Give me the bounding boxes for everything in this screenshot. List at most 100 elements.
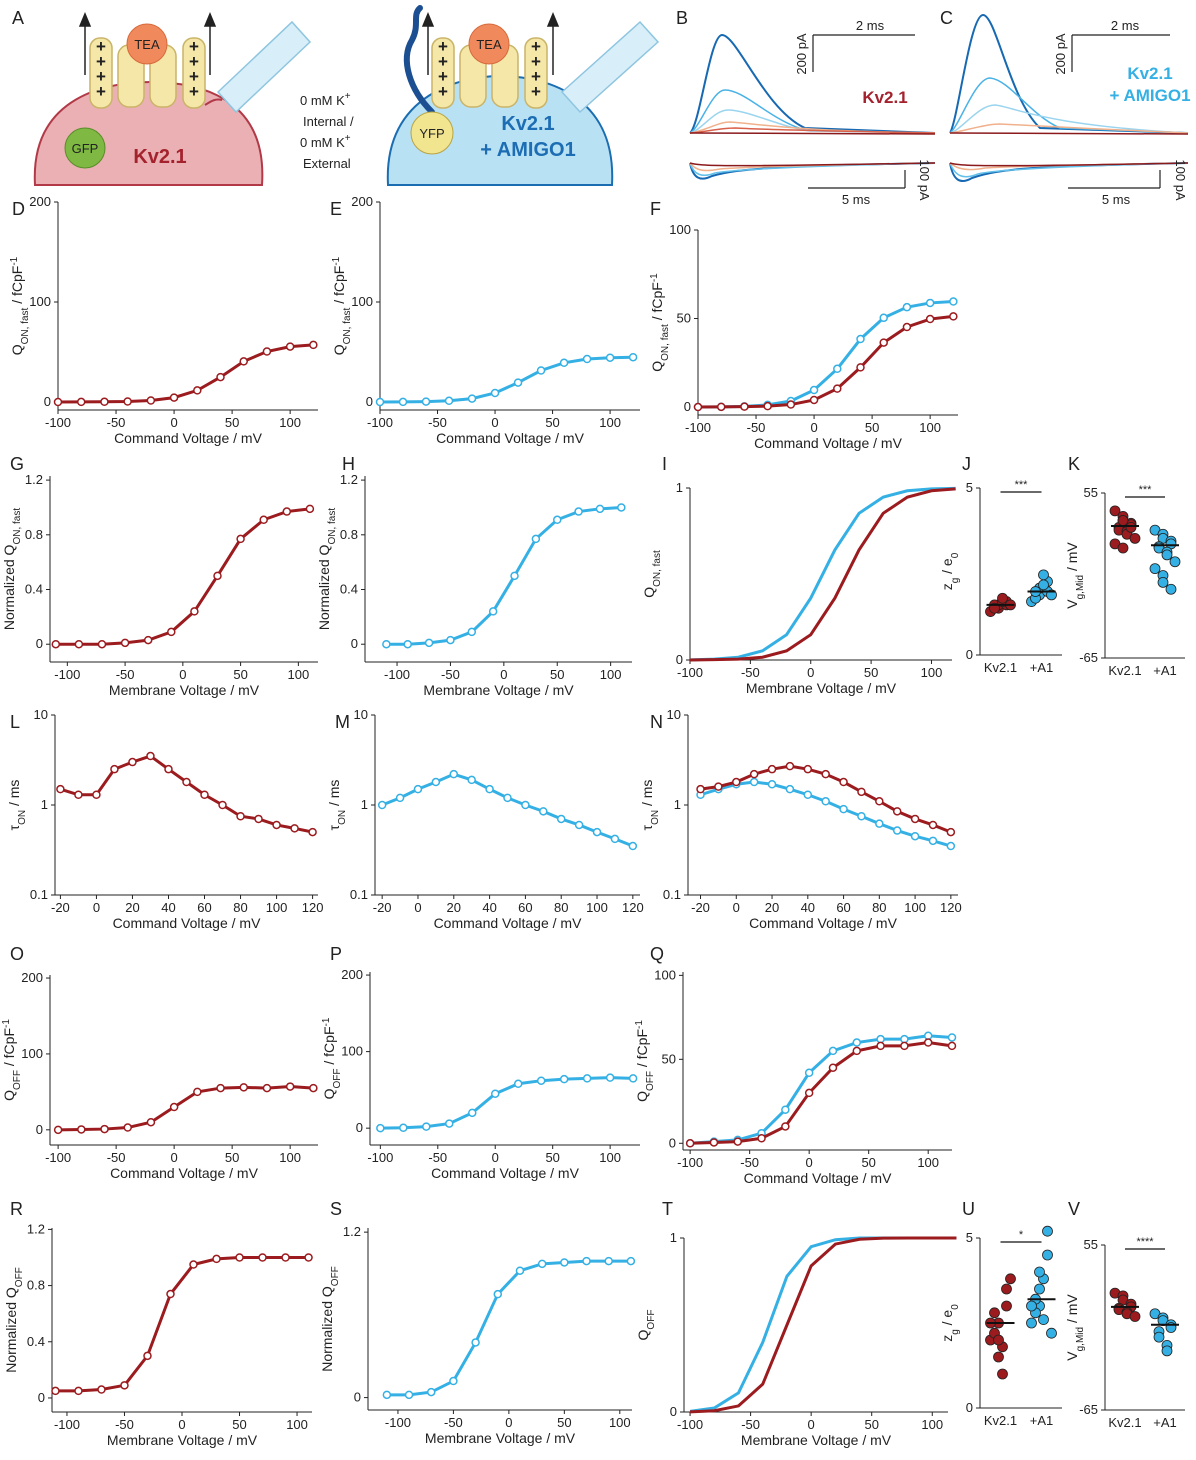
point bbox=[510, 571, 519, 581]
y-label-part: / fCpF bbox=[649, 282, 665, 324]
y-label-part: OFF bbox=[12, 1070, 23, 1090]
x-axis-label: Membrane Voltage / mV bbox=[107, 1432, 258, 1448]
y-axis-label: QON, fast bbox=[641, 550, 663, 598]
point bbox=[902, 302, 912, 312]
y-tick-label: 50 bbox=[662, 1051, 676, 1066]
y-tick-label: 55 bbox=[1084, 485, 1098, 500]
x-tick-label: 100 bbox=[288, 667, 310, 682]
y-label-part: OFF bbox=[646, 1310, 657, 1330]
x-tick-label: -100 bbox=[385, 1415, 411, 1430]
x-tick-label: -100 bbox=[45, 1150, 71, 1165]
x-tick-label: 100 bbox=[921, 1417, 943, 1432]
x-tick-label: -50 bbox=[428, 415, 447, 430]
curve bbox=[689, 487, 956, 662]
panel-label: P bbox=[330, 944, 342, 964]
point bbox=[767, 764, 777, 774]
x-tick-label: 50 bbox=[233, 667, 247, 682]
charge: + bbox=[531, 67, 541, 86]
y-tick-label: 10 bbox=[667, 707, 681, 722]
point bbox=[272, 820, 281, 830]
point bbox=[421, 397, 431, 406]
y-axis-label: QON, fast / fCpF-1 bbox=[649, 273, 671, 372]
point bbox=[857, 811, 866, 821]
y-label-part: τ bbox=[326, 824, 342, 830]
point bbox=[876, 1041, 885, 1051]
x-tick-label: 60 bbox=[836, 900, 850, 915]
point bbox=[610, 834, 620, 844]
y-tick-label: 0 bbox=[354, 1390, 361, 1405]
x-tick-label: 50 bbox=[545, 415, 559, 430]
point bbox=[875, 797, 884, 806]
point bbox=[426, 1387, 436, 1397]
point bbox=[604, 1256, 613, 1266]
point bbox=[123, 397, 132, 406]
x-tick-label: 100 bbox=[904, 900, 926, 915]
point bbox=[259, 515, 268, 525]
pipette bbox=[216, 20, 660, 114]
gfp bbox=[64, 127, 106, 169]
point bbox=[803, 790, 813, 799]
point bbox=[947, 1041, 957, 1051]
y-tick-label: 0.4 bbox=[340, 582, 358, 597]
x-tick-label: -100 bbox=[677, 1155, 703, 1170]
point bbox=[626, 1256, 636, 1266]
y-tick-label: 10 bbox=[34, 707, 48, 722]
y-label-part: Normalized Q bbox=[3, 1287, 19, 1373]
x-tick-label: Kv2.1 bbox=[984, 1413, 1017, 1428]
y-tick-label: 0 bbox=[44, 394, 51, 409]
y-label-part: Q bbox=[1, 1090, 17, 1101]
y-label-part: ON bbox=[17, 810, 28, 825]
y-tick-label: 0 bbox=[351, 636, 358, 651]
panel-label: O bbox=[10, 944, 24, 964]
point bbox=[1026, 1317, 1037, 1329]
x-tick-label: -50 bbox=[115, 1417, 134, 1432]
x-tick-label: -100 bbox=[677, 665, 703, 680]
point bbox=[254, 814, 263, 824]
charge: + bbox=[531, 37, 541, 56]
y-axis-label: zg / e0 bbox=[939, 1304, 961, 1342]
point bbox=[900, 1041, 909, 1051]
y-label-part: ON bbox=[337, 810, 348, 825]
panel-label: A bbox=[12, 8, 24, 28]
point bbox=[143, 635, 153, 645]
panel-label: Q bbox=[650, 944, 664, 964]
curve bbox=[697, 314, 954, 409]
y-label-part: τ bbox=[6, 824, 22, 830]
point bbox=[1149, 563, 1161, 575]
y-label-part: ON, fast bbox=[342, 307, 353, 344]
point bbox=[169, 393, 179, 402]
x-tick-label: 80 bbox=[554, 900, 568, 915]
x-tick-label: 120 bbox=[940, 900, 962, 915]
x-tick-label: 0 bbox=[810, 420, 817, 435]
x-tick-label: 0 bbox=[500, 667, 507, 682]
point bbox=[376, 1123, 385, 1133]
panel-label: N bbox=[650, 712, 663, 732]
y-label-part: 0 bbox=[950, 1304, 961, 1310]
point bbox=[262, 347, 272, 356]
yfp-label: YFP bbox=[419, 126, 444, 141]
point bbox=[1169, 556, 1181, 568]
curve bbox=[380, 1076, 634, 1130]
y-label-part: V bbox=[1064, 599, 1080, 609]
y-label-part: ON, fast bbox=[20, 307, 31, 344]
panel-label: M bbox=[335, 712, 350, 732]
x-tick-label: -20 bbox=[373, 900, 392, 915]
x-tick-label: -20 bbox=[691, 900, 710, 915]
solution-text: External bbox=[303, 156, 351, 171]
charge: + bbox=[96, 52, 106, 71]
x-tick-label: 60 bbox=[197, 900, 211, 915]
y-label-part: OFF bbox=[332, 1069, 343, 1089]
point bbox=[1034, 1283, 1045, 1295]
y-tick-label: 100 bbox=[341, 1044, 363, 1059]
charge: + bbox=[189, 67, 199, 86]
point bbox=[552, 515, 562, 525]
x-tick-label: -50 bbox=[740, 1155, 759, 1170]
curve bbox=[690, 1041, 953, 1145]
x-tick-label: -20 bbox=[51, 900, 70, 915]
point bbox=[488, 607, 498, 616]
x-tick-label: -50 bbox=[747, 420, 766, 435]
point bbox=[213, 571, 222, 581]
point bbox=[804, 1068, 814, 1078]
x-tick-label: 20 bbox=[447, 900, 461, 915]
point bbox=[785, 784, 795, 794]
